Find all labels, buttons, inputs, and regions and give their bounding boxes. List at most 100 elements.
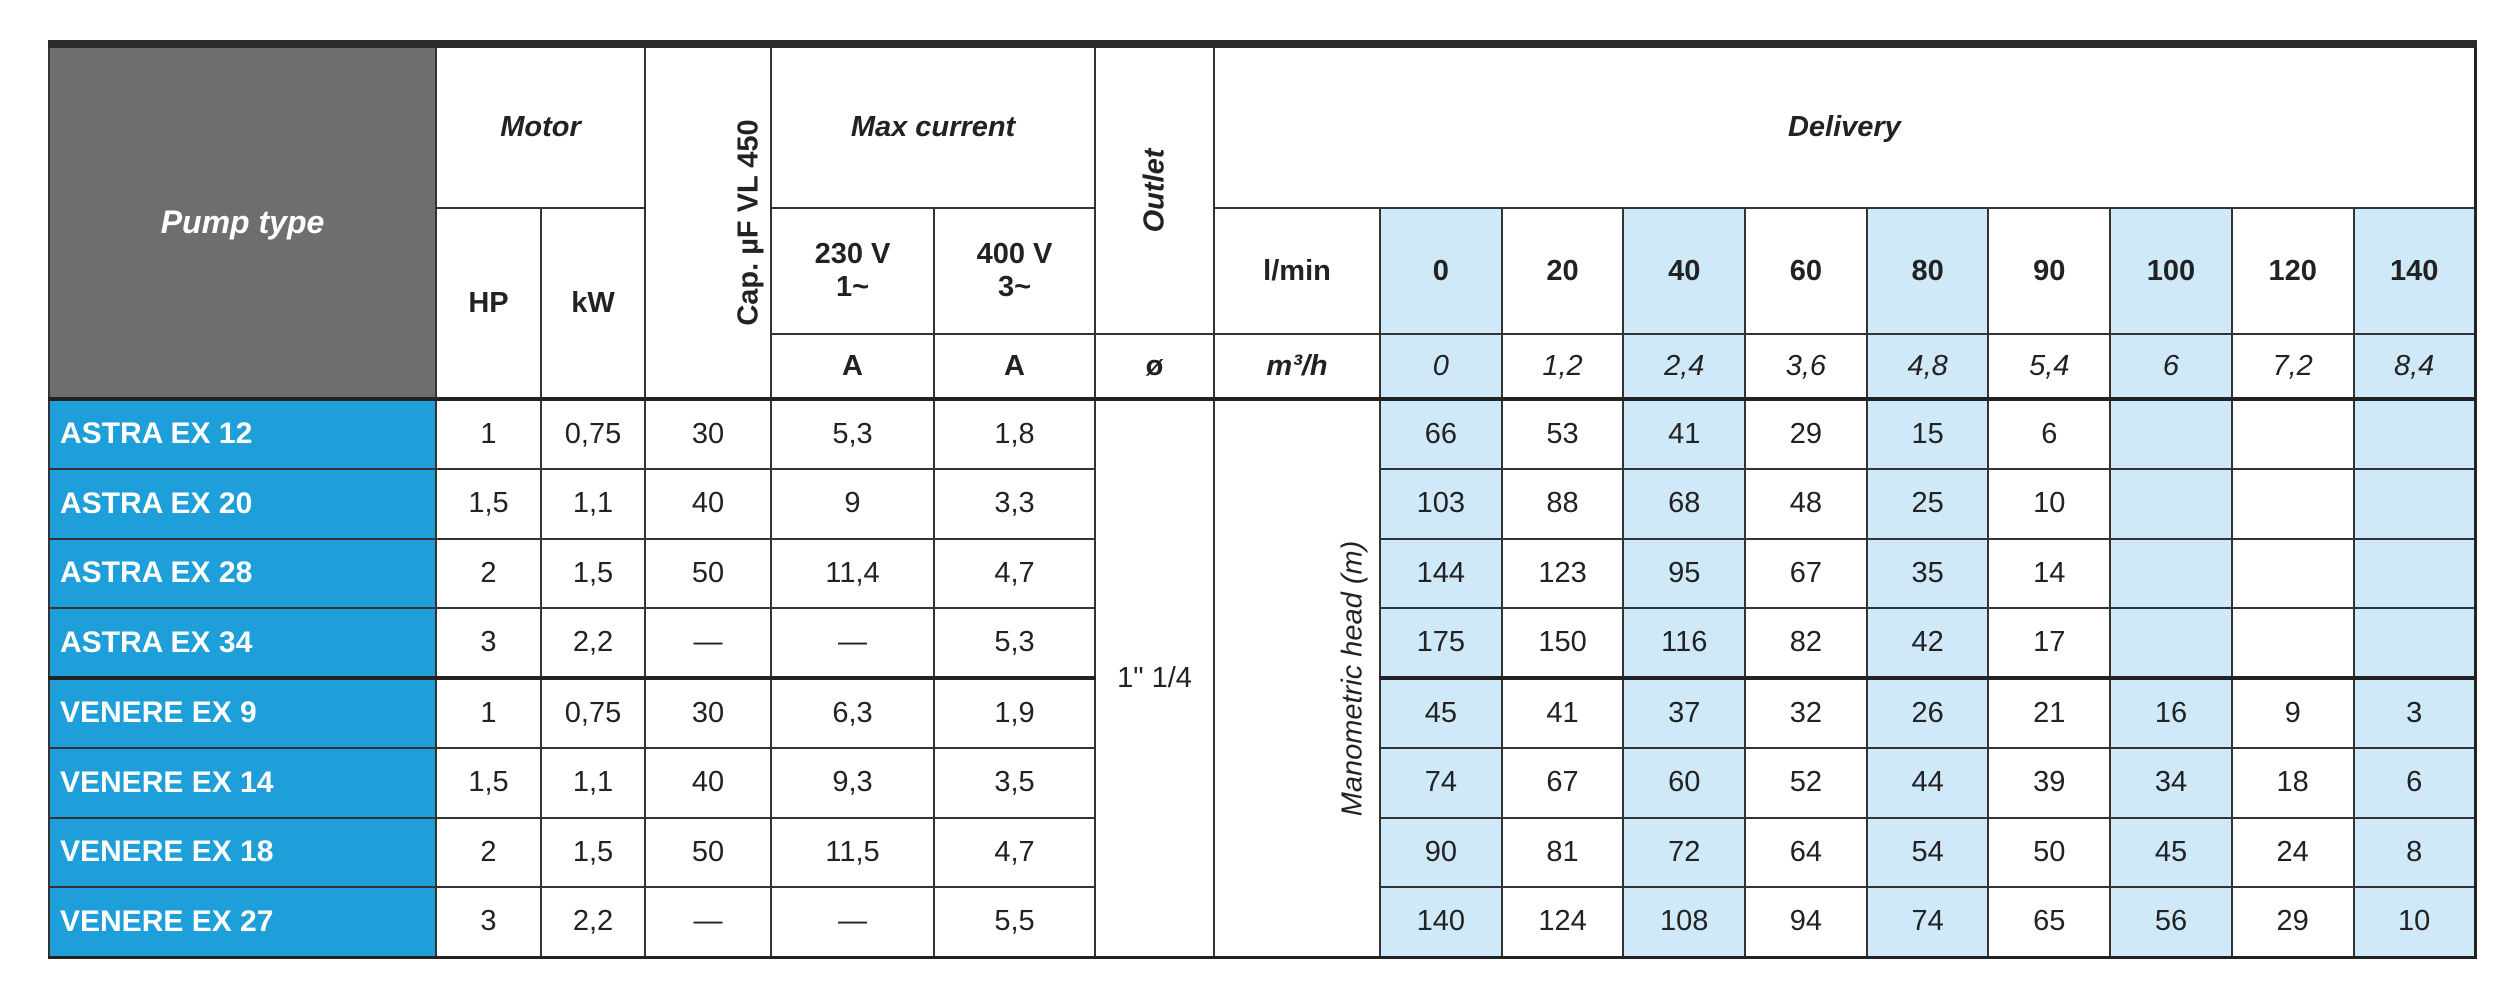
head-value: 29 (2230, 886, 2355, 958)
outlet-header: Outlet (1094, 40, 1216, 335)
head-value: 41 (1500, 676, 1625, 749)
lmin-value: 40 (1622, 207, 1747, 335)
head-value: 15 (1865, 397, 1990, 470)
head-value: 150 (1500, 607, 1625, 679)
pump-name: ASTRA EX 20 (48, 467, 437, 540)
hp-cell: 1,5 (435, 467, 542, 540)
head-value: 48 (1744, 467, 1868, 540)
head-value: 74 (1379, 746, 1503, 819)
head-value: 68 (1622, 467, 1747, 540)
kw-cell: 2,2 (540, 607, 646, 679)
hp-cell: 2 (435, 816, 542, 889)
head-value: 10 (1987, 467, 2112, 540)
m3h-value: 8,4 (2352, 333, 2477, 400)
pump-name: ASTRA EX 12 (48, 397, 437, 470)
m3h-value: 3,6 (1744, 333, 1868, 400)
head-value: 60 (1622, 746, 1747, 819)
head-value: 103 (1379, 467, 1503, 540)
head-value (2352, 397, 2477, 470)
hp-header: HP (435, 207, 542, 400)
head-value: 6 (1987, 397, 2112, 470)
head-value: 18 (2230, 746, 2355, 819)
hp-cell: 2 (435, 537, 542, 610)
m3h-value: 1,2 (1500, 333, 1625, 400)
head-value: 67 (1744, 537, 1868, 610)
capacitor-cell: 50 (644, 816, 772, 889)
current-400-cell: 3,3 (932, 467, 1097, 540)
current-400-cell: 1,9 (932, 676, 1097, 749)
head-value: 8 (2352, 816, 2477, 889)
lmin-value: 90 (1987, 207, 2112, 335)
kw-cell: 1,1 (540, 467, 646, 540)
lmin-value: 0 (1379, 207, 1503, 335)
head-value: 64 (1744, 816, 1868, 889)
head-value: 116 (1622, 607, 1747, 679)
head-value: 67 (1500, 746, 1625, 819)
head-value: 10 (2352, 886, 2477, 958)
head-value: 3 (2352, 676, 2477, 749)
kw-header: kW (540, 207, 646, 400)
outlet-unit: ø (1094, 333, 1216, 400)
outlet-value: 1" 1/4 (1094, 397, 1216, 958)
head-value: 41 (1622, 397, 1747, 470)
head-value (2352, 467, 2477, 540)
m3h-value: 7,2 (2230, 333, 2355, 400)
head-value: 24 (2230, 816, 2355, 889)
current-230-cell: 6,3 (770, 676, 935, 749)
head-value: 29 (1744, 397, 1868, 470)
head-value: 74 (1865, 886, 1990, 958)
head-value (2230, 397, 2355, 470)
400v-header: 400 V 3~ (932, 207, 1097, 335)
hp-cell: 1 (435, 397, 542, 470)
m3h-value: 6 (2109, 333, 2233, 400)
m3h-value: 5,4 (1987, 333, 2112, 400)
pump-name: VENERE EX 9 (48, 676, 437, 749)
capacitor-cell: 30 (644, 397, 772, 470)
table-row: ASTRA EX 28 2 1,5 50 11,4 4,7 144 123 95 67 35 14 (48, 537, 2477, 610)
head-value: 39 (1987, 746, 2112, 819)
head-value: 123 (1500, 537, 1625, 610)
current-230-cell: 11,5 (770, 816, 935, 889)
hp-cell: 1 (435, 676, 542, 749)
head-value: 34 (2109, 746, 2233, 819)
lmin-value: 100 (2109, 207, 2233, 335)
head-value (2230, 467, 2355, 540)
delivery-header: Delivery (1213, 40, 2477, 209)
hp-cell: 3 (435, 607, 542, 679)
hp-cell: 3 (435, 886, 542, 958)
current-400-cell: 4,7 (932, 537, 1097, 610)
capacitor-header: Cap. µF VL 450 (644, 40, 772, 400)
capacitor-cell: 40 (644, 467, 772, 540)
table-row: ASTRA EX 34 3 2,2— —5,3 175 150 116 82 42 17 (48, 607, 2477, 679)
current-400-cell: 1,8 (932, 397, 1097, 470)
kw-cell: 0,75 (540, 676, 646, 749)
head-value: 175 (1379, 607, 1503, 679)
capacitor-cell: 30 (644, 676, 772, 749)
head-value: 140 (1379, 886, 1503, 958)
head-value: 52 (1744, 746, 1868, 819)
table-row: VENERE EX 27 3 2,2— —5,5 140 124 108 94 74 65 56 29… (48, 886, 2477, 958)
current-230-cell: — (770, 607, 935, 679)
motor-header: Motor (435, 40, 646, 209)
head-value: 17 (1987, 607, 2112, 679)
current-400-cell: 4,7 (932, 816, 1097, 889)
head-value: 45 (2109, 816, 2233, 889)
head-value (2109, 467, 2233, 540)
pump-type-header: Pump type (48, 40, 437, 400)
head-value: 124 (1500, 886, 1625, 958)
m3h-value: 2,4 (1622, 333, 1747, 400)
head-value: 45 (1379, 676, 1503, 749)
lmin-value: 60 (1744, 207, 1868, 335)
head-value: 90 (1379, 816, 1503, 889)
head-value: 26 (1865, 676, 1990, 749)
kw-cell: 1,5 (540, 537, 646, 610)
pump-name: ASTRA EX 34 (48, 607, 437, 679)
current-230-cell: 9 (770, 467, 935, 540)
current-230-cell: — (770, 886, 935, 958)
hp-cell: 1,5 (435, 746, 542, 819)
current-400-cell: 3,5 (932, 746, 1097, 819)
pump-name: VENERE EX 14 (48, 746, 437, 819)
head-value: 14 (1987, 537, 2112, 610)
table-row: VENERE EX 18 2 1,5 50 11,5 4,7 90 81 72 64 54 50 45 2… (48, 816, 2477, 889)
head-value (2109, 537, 2233, 610)
